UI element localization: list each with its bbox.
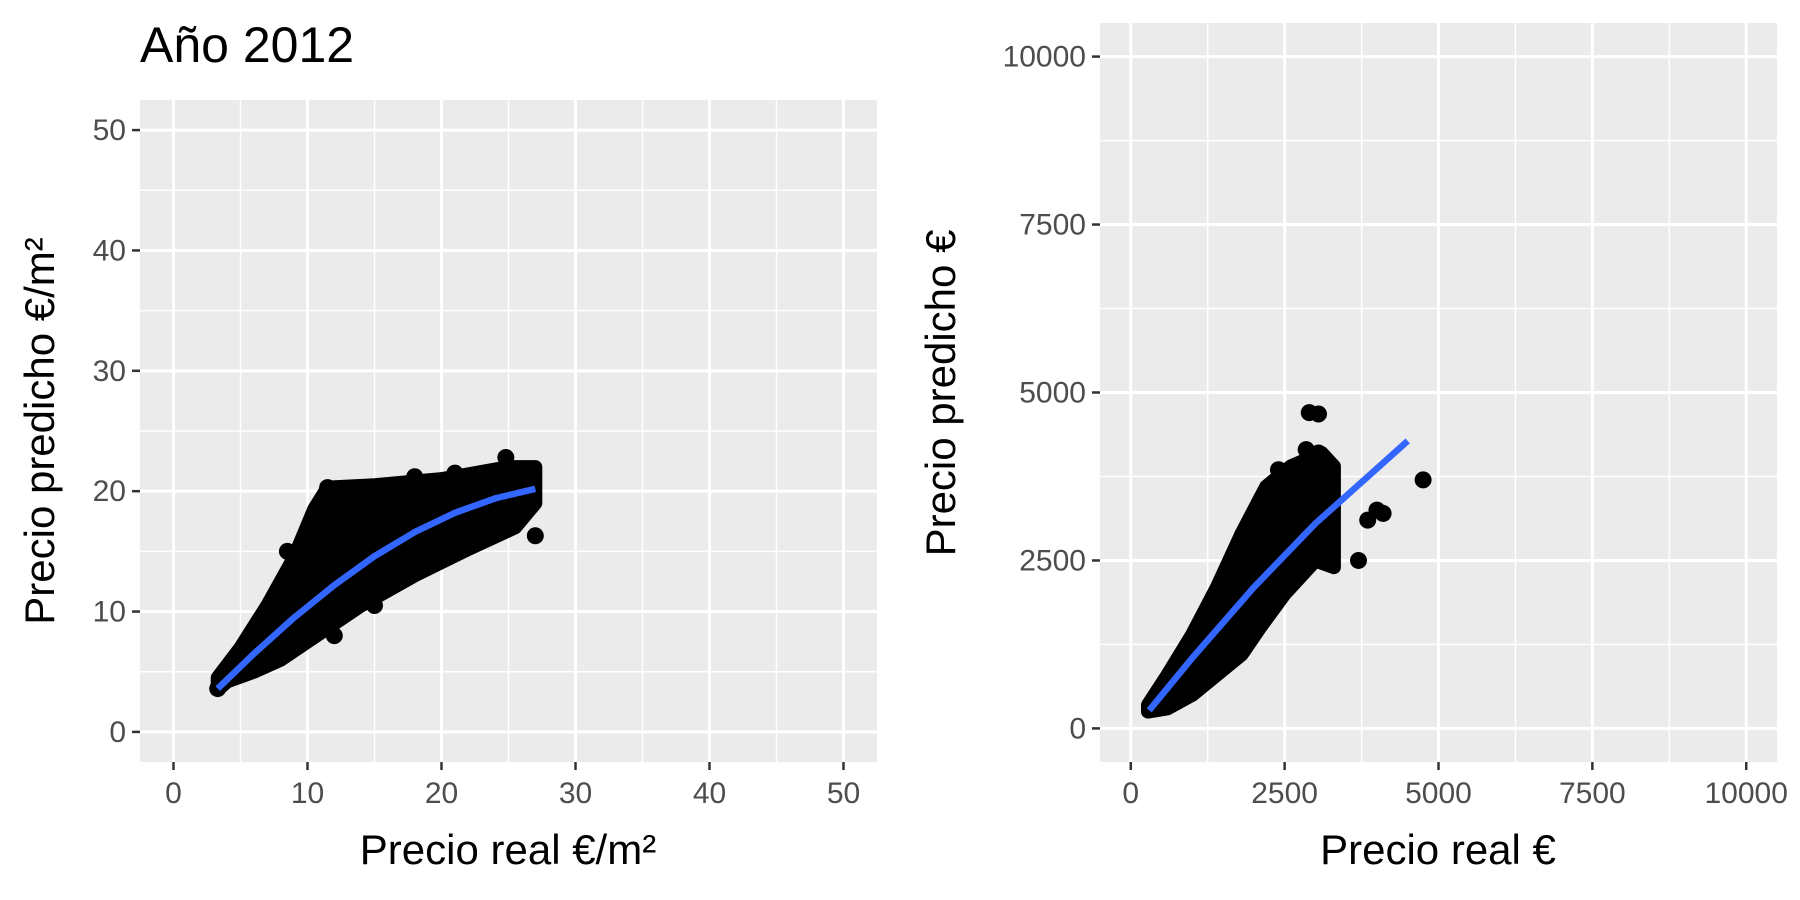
right-fit-curve (1146, 438, 1410, 713)
y-tick-label: 40 (93, 234, 126, 267)
x-tick-label: 50 (827, 777, 860, 810)
y-tick-label: 2500 (1019, 544, 1086, 577)
right-y-ticks: 0 2500 5000 7500 10000 (1003, 41, 1100, 745)
data-point (278, 542, 296, 560)
right-panel: 0 2500 5000 7500 10000 0 2500 5000 7500 10000 Pr… (917, 23, 1788, 873)
data-point (366, 597, 383, 615)
data-point (524, 492, 542, 510)
y-tick-label: 20 (93, 475, 126, 508)
y-tick-label: 10000 (1003, 41, 1086, 74)
right-points (1269, 404, 1432, 569)
right-gridlines (1100, 23, 1777, 762)
x-tick-label: 0 (165, 777, 182, 810)
right-point-cloud (1141, 446, 1341, 719)
smooth-fit-line (1146, 438, 1410, 713)
left-points (209, 448, 544, 698)
data-point (1309, 405, 1327, 423)
x-tick-label: 10000 (1705, 777, 1788, 810)
y-tick-label: 30 (93, 355, 126, 388)
y-tick-label: 10 (93, 596, 126, 629)
left-y-axis-label: Precio predicho €/m² (16, 237, 63, 625)
left-fit-curve (215, 485, 537, 691)
x-tick-label: 0 (1122, 777, 1139, 810)
left-gridlines (140, 100, 877, 762)
data-point (1374, 504, 1392, 522)
x-tick-label: 20 (425, 777, 458, 810)
x-tick-label: 7500 (1559, 777, 1626, 810)
x-tick-label: 5000 (1405, 777, 1472, 810)
left-x-ticks: 0 10 20 30 40 50 (165, 762, 860, 810)
smooth-fit-line (215, 485, 537, 691)
data-point (1349, 551, 1367, 569)
x-tick-label: 40 (693, 777, 726, 810)
x-tick-label: 30 (559, 777, 592, 810)
data-point (1269, 461, 1287, 479)
x-tick-label: 2500 (1251, 777, 1318, 810)
data-point (446, 464, 464, 482)
data-point (325, 627, 343, 645)
y-tick-label: 5000 (1019, 377, 1086, 410)
right-y-axis-label: Precio predicho € (917, 230, 964, 557)
right-x-ticks: 0 2500 5000 7500 10000 (1122, 762, 1788, 810)
y-tick-label: 50 (93, 114, 126, 147)
data-point (1309, 444, 1327, 462)
data-point (319, 479, 337, 497)
left-y-ticks: 0 10 20 30 40 50 (93, 114, 140, 749)
y-tick-label: 0 (109, 716, 126, 749)
x-tick-label: 10 (291, 777, 324, 810)
data-point (1359, 511, 1377, 529)
right-x-axis-label: Precio real € (1320, 826, 1556, 873)
data-point (497, 448, 515, 466)
data-point (406, 468, 424, 486)
left-chart-title: Año 2012 (140, 17, 354, 73)
data-point (1414, 471, 1432, 489)
data-point (526, 527, 544, 545)
left-x-axis-label: Precio real €/m² (360, 826, 656, 873)
y-tick-label: 7500 (1019, 209, 1086, 242)
left-panel: 0 10 20 30 40 50 0 10 20 30 40 50 Año 2012 Precio … (16, 17, 877, 873)
point-cloud-shape (1141, 446, 1341, 719)
y-tick-label: 0 (1069, 712, 1086, 745)
